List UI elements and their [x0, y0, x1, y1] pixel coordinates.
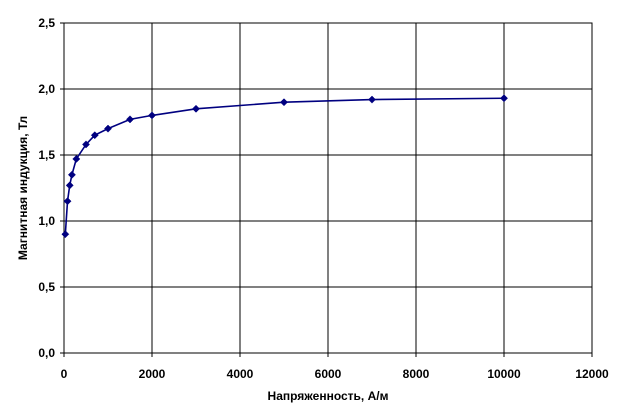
data-point — [82, 140, 90, 149]
data-point — [67, 170, 76, 179]
y-tick-label: 2,0 — [38, 82, 55, 96]
ticks: 0 2000 4000 6000 8000 10000 12000 0,0 0,5 1,0 1,5 2… — [38, 16, 609, 381]
data-point — [368, 95, 376, 104]
data-point — [126, 115, 134, 124]
data-point — [500, 94, 508, 103]
y-tick-label: 1,0 — [38, 214, 55, 228]
data-point — [280, 98, 288, 107]
x-tick-label: 2000 — [139, 367, 166, 381]
data-point — [65, 181, 74, 190]
y-tick-label: 1,5 — [38, 148, 55, 162]
y-tick-label: 0,5 — [38, 280, 55, 294]
grid — [63, 22, 593, 354]
x-tick-label: 12000 — [575, 367, 609, 381]
x-tick-label: 8000 — [403, 367, 430, 381]
y-axis-label: Магнитная индукция, Тл — [16, 116, 30, 260]
data-point — [61, 230, 70, 239]
data-point — [72, 155, 81, 163]
y-tick-label: 2,5 — [38, 16, 55, 30]
data-point — [63, 197, 72, 206]
data-point — [104, 124, 112, 133]
series-layer — [61, 94, 508, 239]
data-point — [192, 104, 200, 113]
x-tick-label: 6000 — [315, 367, 342, 381]
x-tick-label: 4000 — [227, 367, 254, 381]
y-tick-label: 0,0 — [38, 346, 55, 360]
data-point — [148, 111, 156, 120]
data-point — [90, 131, 99, 140]
x-tick-label: 10000 — [487, 367, 521, 381]
x-tick-label: 0 — [61, 367, 68, 381]
x-axis-label: Напряженность, А/м — [268, 389, 389, 403]
